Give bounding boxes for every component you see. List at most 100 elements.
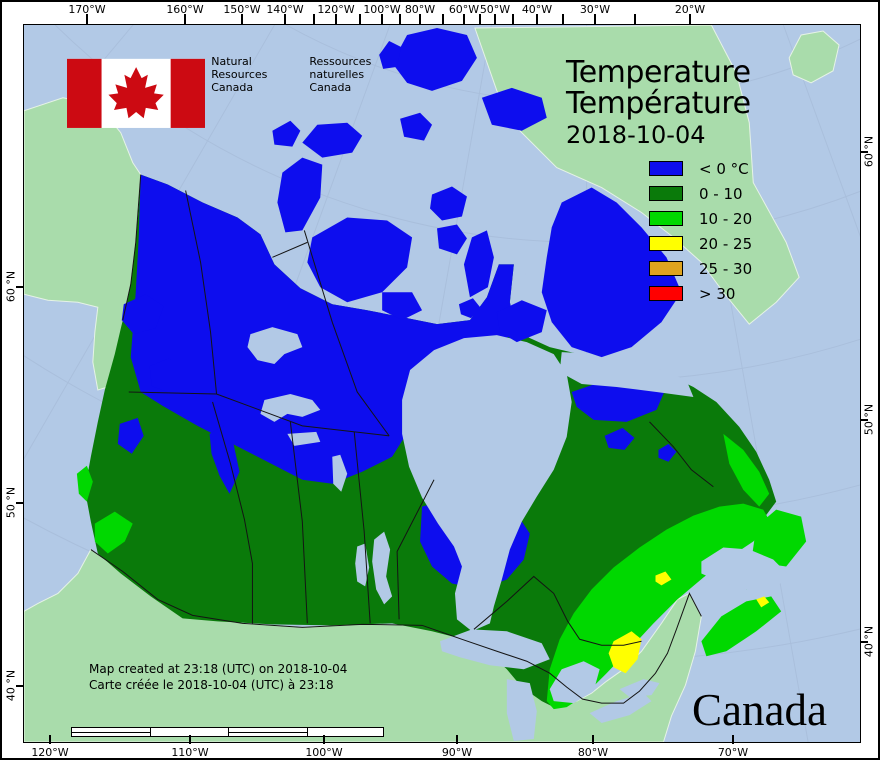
longitude-label: 110°W xyxy=(171,746,209,759)
longitude-tick xyxy=(419,14,421,24)
wordmark-text: Canada xyxy=(692,685,827,735)
longitude-tick-minor xyxy=(313,14,315,24)
longitude-tick xyxy=(536,14,538,24)
longitude-tick xyxy=(592,735,594,744)
longitude-label: 50°W xyxy=(479,3,511,16)
latitude-label: 50 °N xyxy=(4,486,18,519)
legend-swatch xyxy=(649,236,683,251)
longitude-label: 150°W xyxy=(223,3,261,16)
lake-athabasca xyxy=(287,431,321,446)
longitude-tick xyxy=(594,14,596,24)
labrador-coast xyxy=(723,433,770,507)
great-bear-lake xyxy=(247,327,303,365)
longitude-label: 40°W xyxy=(521,3,553,16)
longitude-tick-minor xyxy=(442,14,444,24)
latitude-tick xyxy=(16,286,23,288)
legend-label: < 0 °C xyxy=(699,160,749,178)
legend-swatch xyxy=(649,161,683,176)
banks xyxy=(277,157,323,233)
longitude-tick-minor xyxy=(512,14,514,24)
gulf-st-lawrence xyxy=(701,547,790,592)
longitude-tick xyxy=(335,14,337,24)
longitude-tick xyxy=(284,14,286,24)
melville xyxy=(302,122,363,158)
victoria-island xyxy=(307,217,413,303)
nrcan-signature: Natural Resources Canada Ressources natu… xyxy=(67,55,371,132)
lake-winnipeg xyxy=(372,531,393,605)
longitude-tick xyxy=(86,14,88,24)
longitude-label: 20°W xyxy=(674,3,706,16)
scale-bar-graphic xyxy=(71,727,384,737)
legend-swatch xyxy=(649,286,683,301)
longitude-tick xyxy=(689,14,691,24)
ellesmere xyxy=(392,27,477,91)
scale-unit-label: km xyxy=(397,741,416,742)
longitude-tick-minor xyxy=(399,14,401,24)
great-slave-lake xyxy=(260,393,321,422)
arctic-archipelago xyxy=(272,27,682,358)
longitude-tick xyxy=(189,735,191,744)
boothia xyxy=(463,230,494,298)
baffin xyxy=(541,187,682,358)
latitude-label: 60 °N xyxy=(4,270,18,303)
iceland xyxy=(788,30,840,84)
title-fr: Température xyxy=(566,86,751,121)
map-title: Temperature Température 2018-10-04 xyxy=(566,57,751,148)
canada-below-zero-zone xyxy=(130,174,517,484)
devon xyxy=(481,87,547,131)
greenland xyxy=(474,25,800,325)
map-canvas: Natural Resources Canada Ressources natu… xyxy=(23,24,861,743)
hudson-strait xyxy=(559,352,694,397)
us-border xyxy=(90,549,702,704)
longitude-tick xyxy=(241,14,243,24)
lake-ontario xyxy=(619,679,660,698)
latitude-label: 40 °N xyxy=(862,625,876,658)
title-en: Temperature xyxy=(566,55,751,90)
interior-water xyxy=(247,254,790,742)
warm-patches xyxy=(608,571,770,674)
longitude-label: 60°W xyxy=(448,3,480,16)
legend-swatch xyxy=(649,261,683,276)
legend-label: > 30 xyxy=(699,285,736,303)
canada-wordmark: Canada xyxy=(692,687,827,733)
haida-gwaii xyxy=(76,465,93,502)
longitude-label: 80°W xyxy=(404,3,436,16)
legend-swatch xyxy=(649,211,683,226)
longitude-tick xyxy=(456,735,458,744)
canada-flag-icon xyxy=(67,58,206,128)
longitude-label: 100°W xyxy=(363,3,401,16)
longitude-label: 70°W xyxy=(717,746,749,759)
legend-label: 10 - 20 xyxy=(699,210,753,228)
longitude-tick xyxy=(463,14,465,24)
dept-name-en: Natural Resources Canada xyxy=(211,55,268,94)
scale-label: 0 xyxy=(67,741,75,742)
latitude-label: 40 °N xyxy=(4,669,18,702)
newfoundland xyxy=(751,509,807,567)
longitude-label: 100°W xyxy=(305,746,343,759)
longitude-tick-minor xyxy=(634,14,636,24)
nova-scotia xyxy=(701,596,782,657)
temperature-map xyxy=(24,25,860,742)
lake-huron xyxy=(549,661,600,704)
legend-label: 25 - 30 xyxy=(699,260,753,278)
reindeer-lake xyxy=(332,454,348,492)
longitude-tick-minor xyxy=(562,14,564,24)
latitude-tick xyxy=(861,641,868,643)
longitude-tick-minor xyxy=(359,14,361,24)
latitude-label: 60 °N xyxy=(862,135,876,168)
legend-label: 0 - 10 xyxy=(699,185,743,203)
scale-label: 500 xyxy=(138,741,161,742)
longitude-tick-minor xyxy=(479,14,481,24)
longitude-tick xyxy=(381,14,383,24)
lake-michigan xyxy=(506,679,537,742)
longitude-tick xyxy=(184,14,186,24)
vancouver-island xyxy=(94,511,133,554)
dept-name-fr: Ressources naturelles Canada xyxy=(309,55,372,94)
cold-patches-bc xyxy=(117,294,677,494)
creation-note: Map created at 23:18 (UTC) on 2018-10-04… xyxy=(89,661,347,693)
longitude-label: 120°W xyxy=(317,3,355,16)
creation-note-fr: Carte créée le 2018-10-04 (UTC) à 23:18 xyxy=(89,678,334,692)
latitude-tick xyxy=(16,502,23,504)
longitude-label: 160°W xyxy=(166,3,204,16)
title-date: 2018-10-04 xyxy=(566,121,706,149)
